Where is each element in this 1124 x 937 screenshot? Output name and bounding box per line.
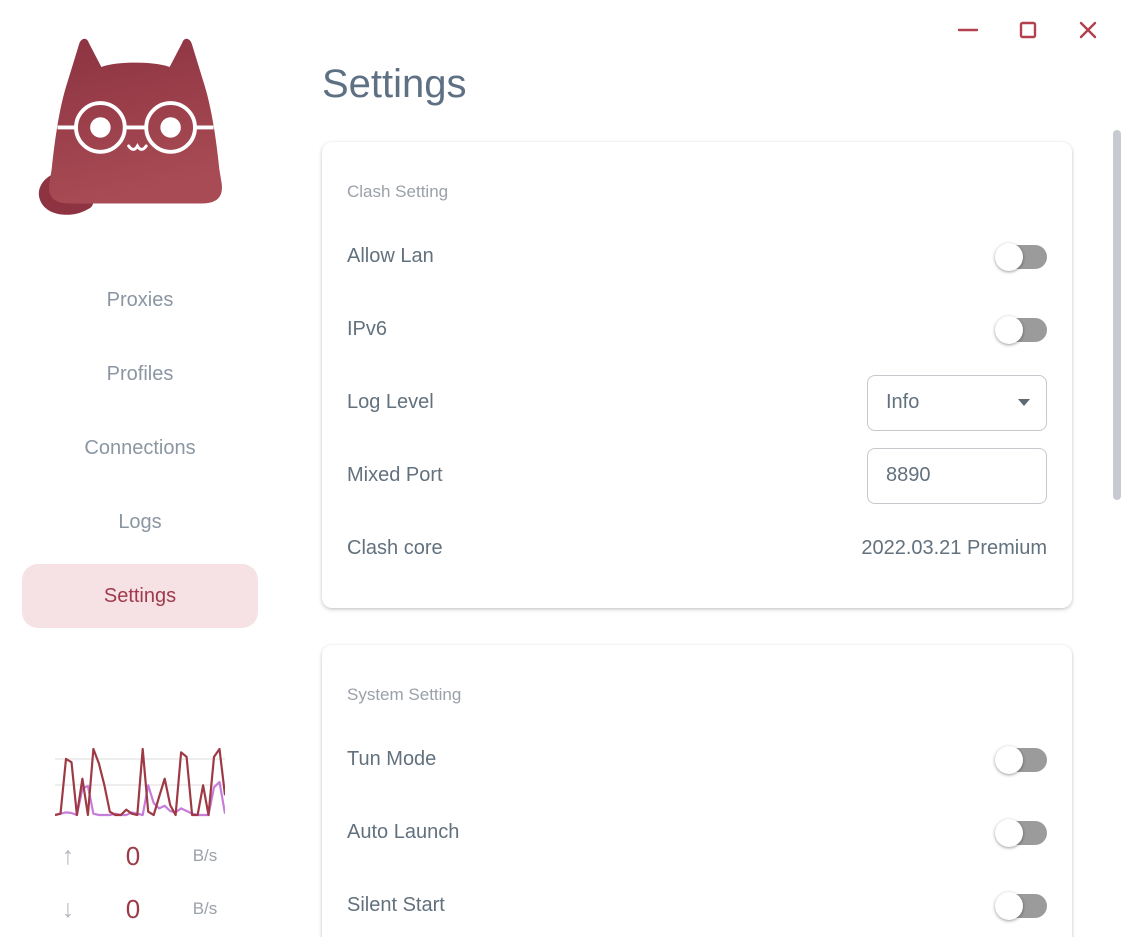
- mixed-port-input[interactable]: [867, 447, 1047, 504]
- close-button[interactable]: [1070, 12, 1106, 48]
- tun-mode-row: Tun Mode: [347, 723, 1047, 796]
- allow-lan-toggle[interactable]: [995, 242, 1047, 271]
- cat-eye-right: [160, 117, 181, 138]
- maximize-button[interactable]: [1010, 12, 1046, 48]
- upload-stat: ↑ 0 B/s: [48, 840, 232, 872]
- upload-unit: B/s: [192, 846, 218, 865]
- mixed-port-label: Mixed Port: [347, 464, 443, 486]
- upload-value: 0: [125, 840, 141, 871]
- window-controls: [950, 12, 1106, 48]
- silent-start-label: Silent Start: [347, 894, 445, 916]
- silent-start-row: Silent Start: [347, 869, 1047, 937]
- ipv6-label: IPv6: [347, 318, 388, 340]
- close-icon: [1079, 21, 1097, 39]
- dropdown-arrow-icon: [1018, 399, 1030, 406]
- mixed-port-row: Mixed Port: [347, 439, 1047, 512]
- tun-mode-label: Tun Mode: [347, 748, 437, 770]
- scrollbar-thumb[interactable]: [1113, 130, 1121, 500]
- cat-glasses: [57, 101, 214, 154]
- sidebar-item-settings[interactable]: Settings: [22, 564, 258, 628]
- auto-launch-label: Auto Launch: [347, 821, 460, 843]
- maximize-icon: [1019, 21, 1037, 39]
- minimize-icon: [957, 28, 979, 32]
- clash-core-row: Clash core 2022.03.21 Premium: [347, 512, 1047, 585]
- download-unit: B/s: [192, 899, 218, 918]
- sidebar-item-logs[interactable]: Logs: [118, 510, 162, 533]
- ipv6-toggle[interactable]: [995, 315, 1047, 344]
- minimize-button[interactable]: [950, 12, 986, 48]
- download-value: 0: [125, 893, 141, 924]
- cat-eye-left: [90, 117, 111, 138]
- silent-start-toggle[interactable]: [995, 891, 1047, 920]
- clash-core-label: Clash core: [347, 537, 443, 559]
- system-setting-card: System Setting Tun Mode Auto Launch Sile…: [322, 645, 1072, 937]
- sidebar-item-proxies[interactable]: Proxies: [106, 288, 174, 311]
- cat-mouth: [127, 143, 148, 151]
- cat-body: [49, 38, 222, 204]
- auto-launch-row: Auto Launch: [347, 796, 1047, 869]
- page-title: Settings: [322, 62, 467, 106]
- section-label: System Setting: [347, 685, 462, 704]
- allow-lan-label: Allow Lan: [347, 245, 434, 267]
- sidebar-item-profiles[interactable]: Profiles: [106, 362, 174, 385]
- sidebar: Proxies Profiles Connections Logs Settin…: [0, 0, 280, 937]
- clash-core-value: 2022.03.21 Premium: [861, 537, 1047, 559]
- sidebar-item-connections[interactable]: Connections: [84, 436, 196, 459]
- section-label: Clash Setting: [347, 182, 449, 201]
- auto-launch-toggle[interactable]: [995, 818, 1047, 847]
- down-arrow-icon: ↓: [61, 894, 75, 923]
- log-level-select[interactable]: Info: [867, 374, 1047, 431]
- allow-lan-row: Allow Lan: [347, 220, 1047, 293]
- traffic-chart: [55, 747, 225, 817]
- log-level-row: Log Level Info: [347, 366, 1047, 439]
- clash-cat-logo: [38, 38, 222, 215]
- sidebar-nav: Proxies Profiles Connections Logs Settin…: [0, 258, 280, 638]
- tun-mode-toggle[interactable]: [995, 745, 1047, 774]
- download-stat: ↓ 0 B/s: [48, 893, 232, 925]
- traffic-chart-lines: [55, 747, 225, 817]
- ipv6-row: IPv6: [347, 293, 1047, 366]
- clash-setting-card: Clash Setting Allow Lan IPv6 Log Level: [322, 142, 1072, 608]
- log-level-value: Info: [886, 391, 920, 413]
- main-content: Settings Clash Setting Allow Lan IPv6: [280, 0, 1124, 937]
- up-arrow-icon: ↑: [61, 841, 75, 870]
- log-level-label: Log Level: [347, 391, 434, 413]
